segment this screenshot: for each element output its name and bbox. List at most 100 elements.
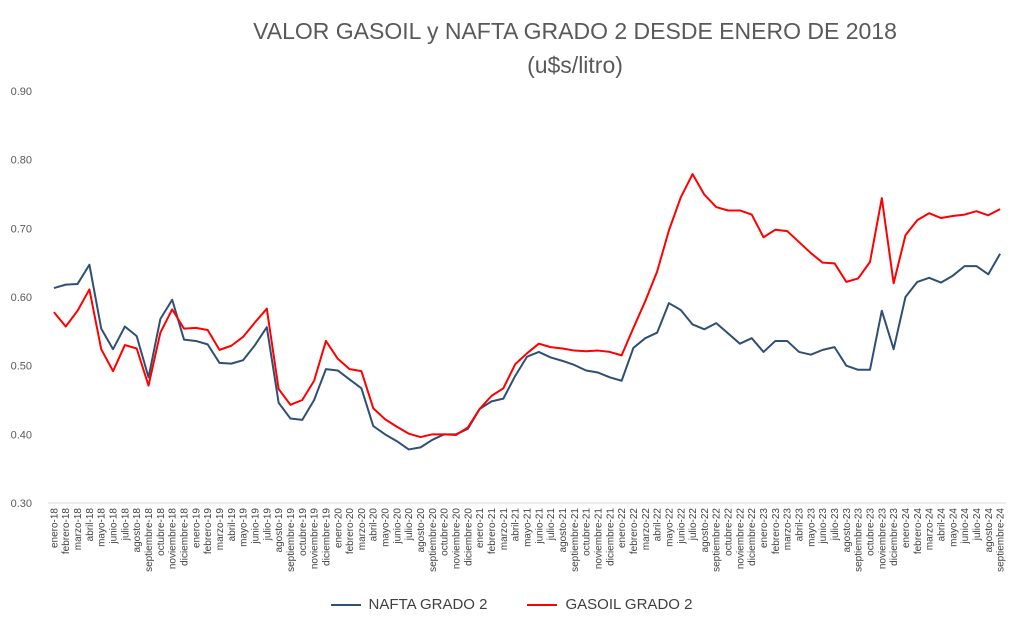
- x-tick-label: octubre-20: [440, 508, 451, 556]
- legend-item-nafta: NAFTA GRADO 2: [330, 596, 488, 613]
- x-tick-label: abril-22: [653, 508, 664, 542]
- x-tick-label: julio-20: [404, 508, 415, 542]
- x-tick-label: mayo-18: [97, 508, 108, 547]
- x-tick-label: febrero-24: [913, 508, 924, 555]
- x-tick-label: julio-23: [830, 508, 841, 542]
- x-tick-label: septiembre-24: [996, 508, 1007, 572]
- x-tick-label: marzo-20: [357, 508, 368, 551]
- x-tick-label: enero-20: [333, 508, 344, 548]
- x-tick-label: enero-24: [901, 508, 912, 548]
- chart-legend: NAFTA GRADO 2 GASOIL GRADO 2: [0, 596, 1023, 613]
- x-tick-label: marzo-23: [783, 508, 794, 551]
- x-tick-label: mayo-21: [523, 508, 534, 547]
- x-tick-label: agosto-22: [700, 508, 711, 553]
- chart-subtitle: (u$s/litro): [527, 52, 623, 78]
- x-tick-label: febrero-22: [629, 508, 640, 555]
- x-tick-label: noviembre-18: [168, 508, 179, 570]
- legend-swatch-nafta: [330, 603, 361, 606]
- y-tick-label: 0.60: [11, 292, 32, 304]
- legend-label-nafta: NAFTA GRADO 2: [368, 596, 488, 613]
- x-tick-label: febrero-21: [487, 508, 498, 555]
- x-tick-label: agosto-20: [416, 508, 427, 553]
- x-tick-label: abril-24: [936, 508, 947, 542]
- y-tick-label: 0.40: [11, 429, 32, 441]
- x-tick-label: julio-19: [262, 508, 273, 542]
- x-tick-label: marzo-22: [641, 508, 652, 551]
- x-tick-label: septiembre-21: [570, 508, 581, 572]
- x-tick-label: abril-18: [85, 508, 96, 542]
- x-tick-label: diciembre-22: [747, 508, 758, 566]
- x-tick-label: diciembre-20: [463, 508, 474, 566]
- y-tick-label: 0.70: [11, 223, 32, 235]
- x-tick-label: enero-22: [617, 508, 628, 548]
- x-tick-label: marzo-18: [73, 508, 84, 551]
- legend-swatch-gasoil: [527, 603, 558, 606]
- x-tick-label: agosto-24: [984, 508, 995, 553]
- x-tick-label: marzo-19: [215, 508, 226, 551]
- y-tick-label: 0.80: [11, 155, 32, 167]
- x-tick-label: noviembre-20: [452, 508, 463, 570]
- x-tick-label: junio-19: [250, 508, 261, 545]
- x-tick-label: mayo-24: [948, 508, 959, 547]
- x-tick-label: abril-21: [511, 508, 522, 542]
- x-tick-label: noviembre-23: [877, 508, 888, 570]
- x-tick-label: septiembre-18: [144, 508, 155, 572]
- y-tick-label: 0.30: [11, 498, 32, 510]
- x-tick-label: mayo-19: [239, 508, 250, 547]
- x-tick-label: octubre-19: [298, 508, 309, 556]
- legend-item-gasoil: GASOIL GRADO 2: [527, 596, 692, 613]
- legend-label-gasoil: GASOIL GRADO 2: [565, 596, 693, 613]
- x-tick-label: mayo-23: [806, 508, 817, 547]
- x-tick-label: enero-18: [49, 508, 60, 548]
- x-tick-label: junio-20: [392, 508, 403, 545]
- x-tick-label: junio-23: [818, 508, 829, 545]
- x-tick-label: agosto-19: [274, 508, 285, 553]
- x-tick-label: agosto-18: [132, 508, 143, 553]
- x-tick-label: diciembre-23: [889, 508, 900, 566]
- x-tick-label: junio-24: [960, 508, 971, 545]
- x-tick-label: mayo-20: [381, 508, 392, 547]
- x-tick-label: octubre-18: [156, 508, 167, 556]
- x-tick-label: octubre-22: [724, 508, 735, 556]
- x-tick-label: abril-19: [227, 508, 238, 542]
- x-tick-label: marzo-21: [499, 508, 510, 551]
- series-line-gasoil: [53, 173, 1001, 439]
- x-tick-label: abril-23: [795, 508, 806, 542]
- x-tick-label: septiembre-22: [712, 508, 723, 572]
- x-tick-label: noviembre-22: [735, 508, 746, 570]
- x-tick-label: septiembre-23: [854, 508, 865, 572]
- y-tick-label: 0.50: [11, 361, 32, 373]
- x-tick-label: junio-18: [109, 508, 120, 545]
- y-tick-label: 0.90: [11, 86, 32, 98]
- x-tick-label: agosto-23: [842, 508, 853, 553]
- x-tick-label: mayo-22: [664, 508, 675, 547]
- x-tick-label: noviembre-19: [310, 508, 321, 570]
- x-tick-label: febrero-18: [61, 508, 72, 555]
- x-tick-label: julio-24: [972, 508, 983, 542]
- x-tick-label: julio-21: [546, 508, 557, 542]
- x-tick-label: diciembre-19: [321, 508, 332, 566]
- x-tick-label: agosto-21: [558, 508, 569, 553]
- x-tick-label: septiembre-19: [286, 508, 297, 572]
- x-tick-label: febrero-23: [771, 508, 782, 555]
- x-tick-label: octubre-23: [865, 508, 876, 556]
- x-tick-label: marzo-24: [925, 508, 936, 551]
- chart-title: VALOR GASOIL y NAFTA GRADO 2 DESDE ENERO…: [253, 18, 897, 44]
- x-tick-label: diciembre-21: [605, 508, 616, 566]
- x-tick-label: diciembre-18: [180, 508, 191, 566]
- x-tick-label: junio-22: [676, 508, 687, 545]
- x-tick-label: julio-18: [120, 508, 131, 542]
- x-tick-label: noviembre-21: [593, 508, 604, 570]
- x-tick-label: enero-19: [191, 508, 202, 548]
- x-tick-label: julio-22: [688, 508, 699, 542]
- x-tick-label: septiembre-20: [428, 508, 439, 572]
- x-tick-label: enero-21: [475, 508, 486, 548]
- series-line-nafta: [53, 253, 1001, 451]
- x-tick-label: octubre-21: [582, 508, 593, 556]
- x-tick-label: febrero-20: [345, 508, 356, 555]
- x-tick-label: enero-23: [759, 508, 770, 548]
- x-tick-label: febrero-19: [203, 508, 214, 555]
- x-tick-label: abril-20: [369, 508, 380, 542]
- x-tick-label: junio-21: [534, 508, 545, 545]
